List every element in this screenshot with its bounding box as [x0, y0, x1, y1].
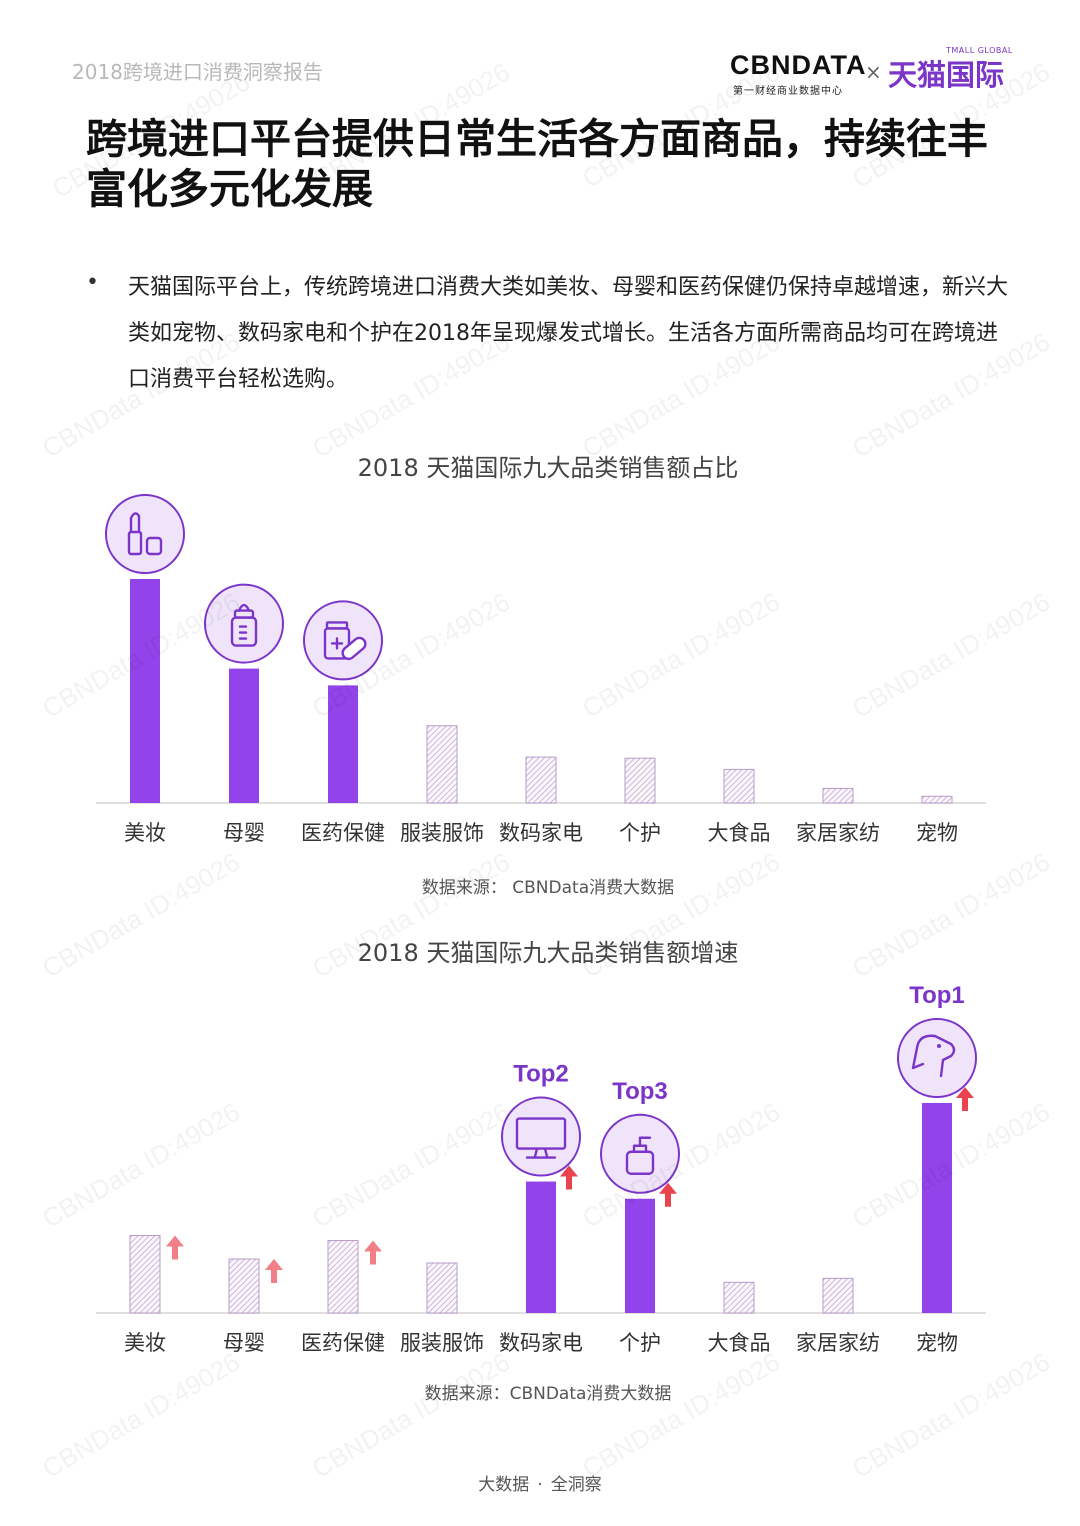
logo-separator: ×	[865, 60, 882, 84]
cbndata-logo-subtitle: 第一财经商业数据中心	[733, 86, 843, 97]
growth-arrow-1	[166, 1235, 184, 1260]
share-bar-chart: 美妆 母婴 医药保健 服装服饰 数码家电 个护 大食品 家居家纺 宠物	[96, 494, 986, 845]
growth-arrow-3	[364, 1240, 382, 1265]
growth-bar-chart: 美妆 母婴 医药保健 服装服饰 数码家电 Top2 个护 Top3 大食品 家居家纺 宠物 Top1	[96, 982, 986, 1355]
chart1-title: 2018 天猫国际九大品类销售额占比	[357, 454, 739, 482]
category-label-5: 数码家电	[499, 821, 583, 845]
chart2-title: 2018 天猫国际九大品类销售额增速	[357, 939, 739, 967]
bar-4	[426, 725, 458, 804]
dog-icon	[897, 1018, 977, 1098]
chart1-source: 数据来源： CBNData消费大数据	[421, 878, 675, 898]
bullet-marker: •	[86, 270, 99, 295]
category-label-7: 大食品	[708, 1331, 771, 1355]
bar-3	[327, 1240, 359, 1314]
category-label-1: 美妆	[124, 821, 166, 845]
category-label-6: 个护	[619, 1331, 661, 1355]
bar-1	[130, 579, 160, 803]
bar-5	[525, 756, 557, 804]
bar-6	[624, 757, 656, 804]
category-label-5: 数码家电	[499, 1331, 583, 1355]
category-label-8: 家居家纺	[796, 821, 880, 845]
bar-8	[822, 787, 854, 804]
category-label-8: 家居家纺	[796, 1331, 880, 1355]
bar-3	[328, 685, 358, 803]
rank-label-6: Top3	[612, 1078, 668, 1105]
category-label-9: 宠物	[916, 821, 958, 845]
bar-5	[526, 1181, 556, 1313]
medicine-icon	[303, 600, 383, 681]
footer-separator: ·	[537, 1475, 543, 1495]
category-label-7: 大食品	[708, 821, 771, 845]
bar-6	[625, 1198, 655, 1313]
bar-7	[723, 1281, 755, 1314]
bar-8	[822, 1277, 854, 1314]
bar-7	[723, 768, 755, 804]
rank-label-9: Top1	[909, 982, 965, 1009]
category-label-6: 个护	[619, 821, 661, 845]
category-label-4: 服装服饰	[400, 821, 484, 845]
category-label-1: 美妆	[124, 1331, 166, 1355]
chart2-source: 数据来源：CBNData消费大数据	[424, 1384, 672, 1404]
category-label-2: 母婴	[223, 821, 265, 845]
baby-bottle-icon	[204, 583, 284, 664]
tv-icon	[501, 1096, 581, 1177]
bullet-text: 天猫国际平台上，传统跨境进口消费大类如美妆、母婴和医药保健仍保持卓越增速，新兴大…	[128, 275, 1009, 392]
cbndata-logo: CBNDATA	[730, 50, 867, 80]
tmall-global-logo: 天猫国际	[888, 58, 1005, 92]
page-title: 跨境进口平台提供日常生活各方面商品，持续往丰富化多元化发展	[86, 115, 988, 213]
category-label-4: 服装服饰	[400, 1331, 484, 1355]
lipstick-icon	[105, 494, 185, 574]
bar-2	[228, 1258, 260, 1314]
category-label-2: 母婴	[223, 1331, 265, 1355]
growth-arrow-2	[265, 1259, 283, 1284]
pump-bottle-icon	[600, 1113, 680, 1194]
bar-9	[922, 1103, 952, 1313]
bar-4	[426, 1262, 458, 1314]
growth-arrow-5	[560, 1165, 578, 1190]
report-tag: 2018跨境进口消费洞察报告	[72, 60, 323, 84]
growth-arrow-9	[956, 1087, 974, 1111]
category-label-9: 宠物	[916, 1331, 958, 1355]
footer-left: 大数据	[478, 1475, 530, 1495]
growth-arrow-6	[659, 1182, 677, 1207]
bar-9	[921, 795, 953, 804]
rank-label-5: Top2	[513, 1061, 569, 1088]
category-label-3: 医药保健	[301, 1331, 385, 1355]
category-label-3: 医药保健	[301, 821, 385, 845]
tmall-global-en-logo: TMALL GLOBAL	[946, 46, 1013, 55]
footer: 大数据 · 全洞察	[0, 1470, 1080, 1495]
bar-1	[129, 1235, 161, 1314]
bar-2	[229, 668, 259, 803]
footer-right: 全洞察	[550, 1475, 602, 1495]
